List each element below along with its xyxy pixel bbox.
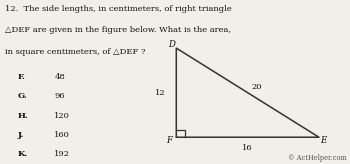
- Text: △DEF are given in the figure below. What is the area,: △DEF are given in the figure below. What…: [5, 26, 231, 34]
- Text: J.: J.: [18, 131, 24, 139]
- Text: F: F: [166, 136, 172, 145]
- Text: E: E: [320, 136, 327, 145]
- Text: F.: F.: [18, 73, 25, 81]
- Text: D: D: [168, 40, 175, 49]
- Text: 192: 192: [54, 150, 70, 158]
- Text: K.: K.: [18, 150, 28, 158]
- Text: 160: 160: [54, 131, 70, 139]
- Text: 120: 120: [54, 112, 70, 120]
- Text: H.: H.: [18, 112, 28, 120]
- Text: in square centimeters, of △DEF ?: in square centimeters, of △DEF ?: [5, 48, 146, 56]
- Text: 20: 20: [251, 83, 262, 91]
- Text: © ActHelper.com: © ActHelper.com: [288, 154, 346, 162]
- Text: 16: 16: [242, 144, 253, 152]
- Text: 48: 48: [54, 73, 65, 81]
- Text: 12.  The side lengths, in centimeters, of right triangle: 12. The side lengths, in centimeters, of…: [5, 5, 232, 13]
- Text: G.: G.: [18, 92, 27, 100]
- Text: 96: 96: [54, 92, 65, 100]
- Text: 12: 12: [155, 89, 166, 97]
